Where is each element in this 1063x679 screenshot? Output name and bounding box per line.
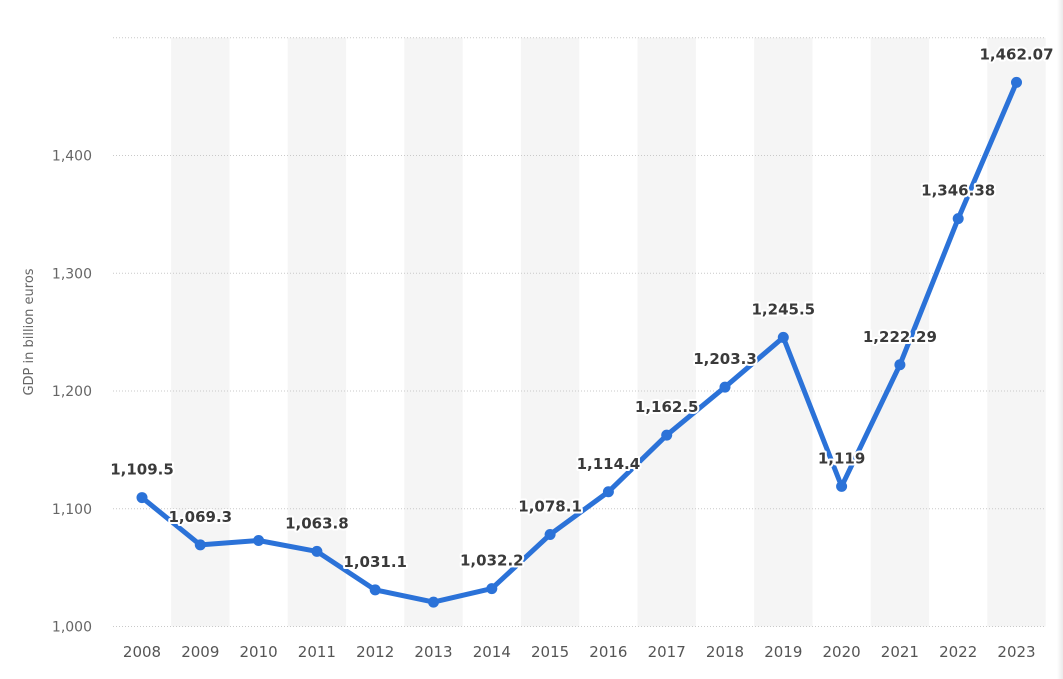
data-point-2011: [311, 545, 323, 557]
x-tick-label: 2014: [473, 643, 511, 661]
data-label-2009: 1,069.3: [169, 508, 233, 526]
data-label-2014: 1,032.2: [460, 552, 524, 570]
y-tick-label: 1,200: [52, 384, 92, 400]
band-2023: [987, 37, 1046, 627]
band-2011: [287, 37, 347, 627]
data-point-2018: [719, 381, 731, 393]
data-point-2023: [1011, 76, 1022, 88]
data-labels: 1,109.5 1,069.3 1,063.8 1,031.1 1,032.2 1,078…: [108, 43, 1055, 572]
x-tick-label: 2021: [881, 643, 919, 661]
data-label-2012: 1,031.1: [343, 553, 407, 571]
gridlines: [113, 37, 1045, 627]
x-axis-ticks: 2008 2009 2010 2011 2012 2013 2014 2015 2016 2017…: [123, 643, 1036, 661]
data-point-2020: [836, 480, 848, 492]
data-label-2019: 1,245.5: [752, 300, 816, 318]
data-point-2010: [253, 535, 265, 547]
band-2015: [520, 37, 580, 627]
x-tick-label: 2019: [764, 643, 802, 661]
x-tick-label: 2010: [240, 643, 278, 661]
data-point-2015: [544, 529, 556, 541]
data-label-2015: 1,078.1: [518, 498, 582, 516]
edge-shadow: [1057, 0, 1063, 679]
data-point-2021: [894, 359, 906, 371]
x-tick-label: 2016: [589, 643, 627, 661]
x-tick-label: 2008: [123, 643, 161, 661]
data-point-2008: [136, 492, 148, 504]
data-point-2017: [661, 429, 673, 441]
band-2017: [637, 37, 696, 627]
data-label-2023: 1,462.07: [979, 45, 1053, 63]
data-label-2016: 1,114.4: [577, 455, 641, 473]
x-tick-label: 2022: [939, 643, 977, 661]
y-axis-ticks: 1,000 1,100 1,200 1,300 1,400: [52, 149, 92, 636]
series-line: [139, 79, 1019, 605]
x-tick-label: 2009: [181, 643, 219, 661]
data-point-2019: [777, 331, 789, 343]
y-tick-label: 1,300: [52, 266, 92, 282]
x-tick-label: 2020: [823, 643, 861, 661]
y-tick-label: 1,000: [52, 620, 92, 636]
x-tick-label: 2023: [997, 643, 1035, 661]
x-tick-label: 2018: [706, 643, 744, 661]
data-label-2020: 1,119: [818, 449, 865, 467]
y-tick-label: 1,100: [52, 502, 92, 518]
data-point-2016: [602, 486, 614, 498]
x-tick-label: 2015: [531, 643, 569, 661]
data-point-2009: [194, 539, 206, 551]
band-2009: [171, 37, 230, 627]
data-label-2011: 1,063.8: [285, 514, 349, 532]
x-tick-label: 2017: [648, 643, 686, 661]
x-tick-label: 2012: [356, 643, 394, 661]
data-point-2022: [952, 213, 964, 225]
band-2013: [404, 37, 463, 627]
data-points: [136, 76, 1022, 608]
data-label-2022: 1,346.38: [921, 182, 995, 200]
x-tick-label: 2013: [414, 643, 452, 661]
data-label-2008: 1,109.5: [110, 461, 174, 479]
y-tick-label: 1,400: [52, 149, 92, 165]
y-axis-title: GDP in billion euros: [22, 268, 37, 395]
data-label-2017: 1,162.5: [635, 398, 699, 416]
band-2021: [870, 37, 930, 627]
data-point-2012: [369, 584, 381, 596]
alternating-bands: [171, 37, 1046, 627]
data-label-2021: 1,222.29: [863, 328, 937, 346]
data-point-2013: [428, 596, 439, 608]
x-tick-label: 2011: [298, 643, 336, 661]
data-point-2014: [486, 583, 498, 595]
data-label-2018: 1,203.3: [693, 350, 757, 368]
